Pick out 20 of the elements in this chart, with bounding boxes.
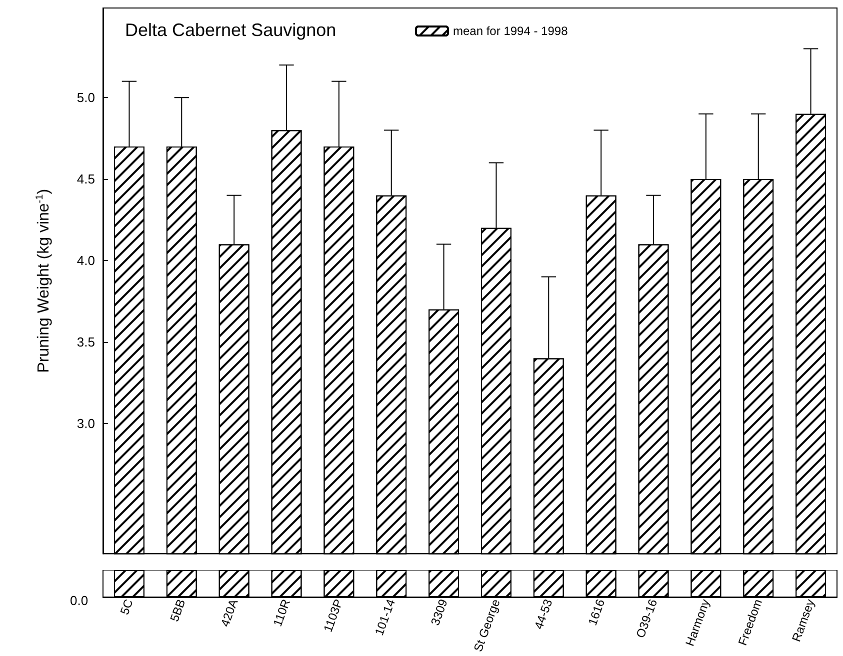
x-tick-label: 101-14 [372,597,398,638]
x-tick-label: 110R [270,597,294,628]
x-tick-label: 3309 [428,597,450,628]
y-axis-title: Pruning Weight (kg vine-1) [34,188,52,373]
y-tick-label: 3.5 [76,334,95,350]
legend-label: mean for 1994 - 1998 [453,24,568,38]
x-tick-label: 420A [218,597,241,628]
x-tick-label: 44-53 [532,597,556,631]
text: 0.0 [70,593,88,608]
y-tick-label: 5.0 [76,90,95,106]
x-tick-label: St George [470,597,503,654]
text: Delta Cabernet Sauvignon [125,20,336,40]
y-tick-label: 4.5 [76,172,95,187]
x-tick-label: 5BB [167,597,188,624]
x-tick-label: 5C [117,597,136,617]
y-tick-label: 3.0 [76,416,95,431]
x-tick-label: O39-16 [633,597,660,640]
x-tick-label: 1616 [585,597,608,628]
x-tick-label: 1103P [320,597,346,634]
y-tick-label: 4.0 [76,253,95,268]
